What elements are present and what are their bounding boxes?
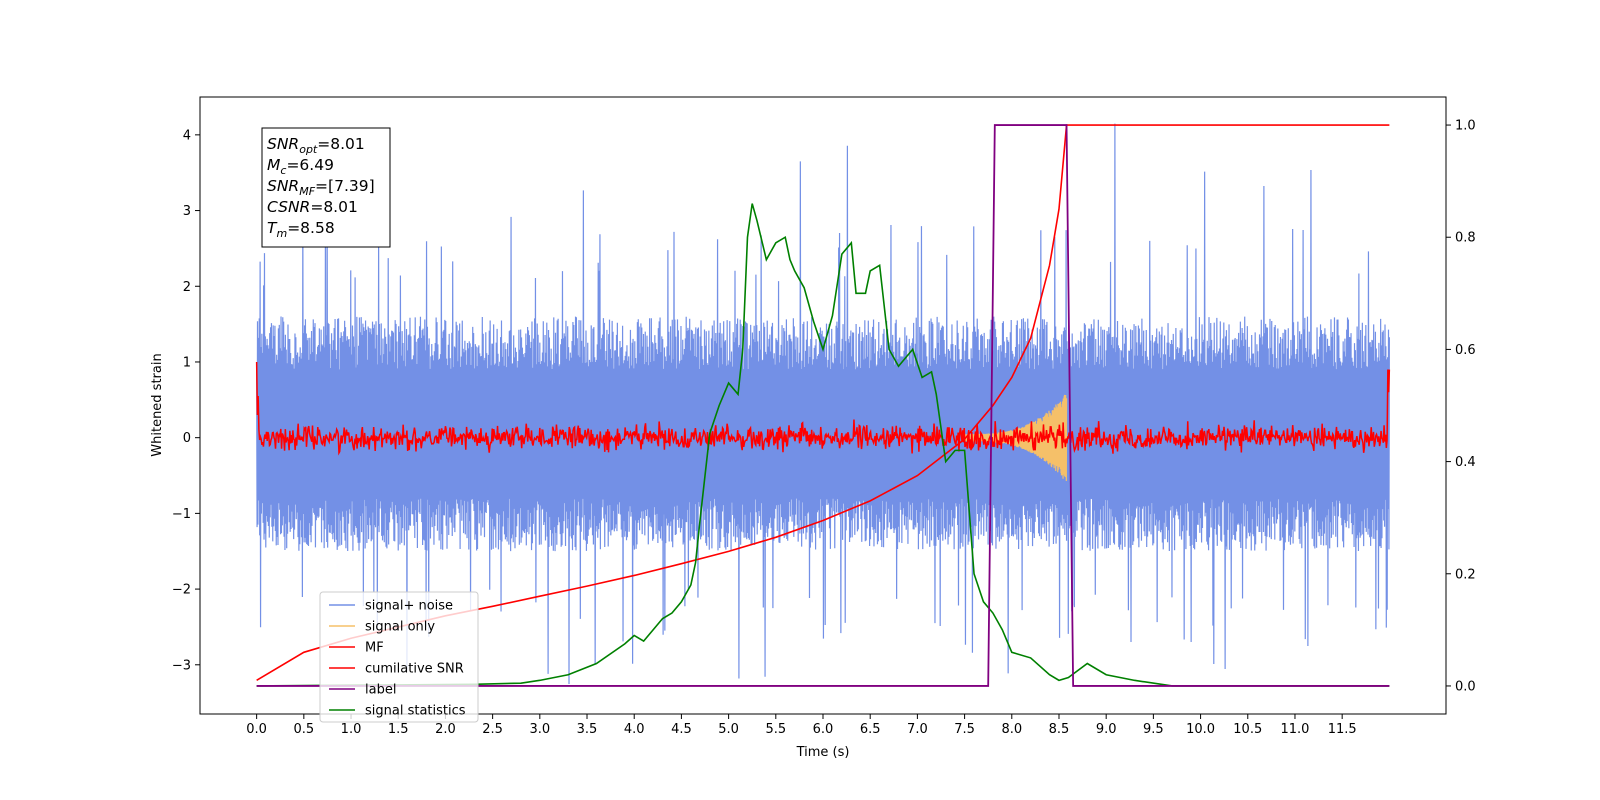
info-box-line: SNRMF=[7.39] [267, 177, 375, 198]
x-tick-label: 11.0 [1280, 722, 1309, 737]
series-label [256, 124, 1390, 687]
y-tick-label: 4 [183, 128, 191, 143]
x-tick-label: 5.0 [718, 722, 739, 737]
x-tick-label: 10.5 [1233, 722, 1262, 737]
legend-entry: cumilative SNR [365, 662, 464, 677]
x-tick-label: 1.0 [341, 722, 362, 737]
y-tick-label: 1 [183, 355, 191, 370]
y-axis: 4 3 2 1 0 −1 −2 −3 [172, 128, 200, 673]
x-tick-label: 9.5 [1143, 722, 1164, 737]
legend-frame [319, 591, 479, 723]
legend-entry: signal statistics [365, 704, 466, 719]
y-tick-label: −1 [172, 507, 191, 522]
x-tick-label: 1.5 [388, 722, 409, 737]
y2-tick-label: 0.4 [1455, 455, 1476, 470]
x-tick-label: 9.0 [1096, 722, 1117, 737]
legend-entry: label [365, 683, 396, 698]
x-tick-label: 4.5 [671, 722, 692, 737]
x-tick-label: 6.5 [860, 722, 881, 737]
info-box-frame [261, 127, 391, 248]
series-signal-noise [256, 123, 1390, 685]
legend-entry: signal+ noise [365, 599, 453, 614]
x-tick-label: 0.0 [246, 722, 267, 737]
info-box-line: CSNR=8.01 [267, 198, 358, 216]
legend-entry: MF [365, 641, 384, 656]
legend: signal+ noise signal only MF cumilative SNR… [319, 591, 479, 723]
info-box-line: Tm=8.58 [267, 219, 335, 240]
y-tick-label: 3 [183, 204, 191, 219]
x-tick-label: 0.5 [293, 722, 314, 737]
x-axis-label: Time (s) [796, 745, 850, 760]
x-tick-label: 8.0 [1001, 722, 1022, 737]
y-axis-label: Whitened strain [150, 353, 165, 456]
x-tick-label: 6.0 [813, 722, 834, 737]
x-tick-label: 2.0 [435, 722, 456, 737]
y2-tick-label: 0.2 [1455, 567, 1476, 582]
y-tick-label: −3 [172, 658, 191, 673]
y-tick-label: 2 [183, 280, 191, 295]
y2-tick-label: 0.6 [1455, 343, 1476, 358]
y-tick-label: −2 [172, 583, 191, 598]
info-box-line: Mc=6.49 [267, 156, 334, 177]
x-tick-label: 2.5 [482, 722, 503, 737]
x-tick-label: 4.0 [624, 722, 645, 737]
x-tick-label: 11.5 [1328, 722, 1357, 737]
series-signal-statistics [256, 203, 1390, 687]
x-tick-label: 10.0 [1186, 722, 1215, 737]
info-box-line: SNRopt=8.01 [267, 135, 365, 156]
x-tick-label: 3.5 [577, 722, 598, 737]
y2-tick-label: 1.0 [1455, 119, 1476, 134]
y2-tick-label: 0.0 [1455, 679, 1476, 694]
x-tick-label: 8.5 [1049, 722, 1070, 737]
x-tick-label: 7.5 [954, 722, 975, 737]
x-axis: 0.0 0.5 1.0 1.5 2.0 2.5 3.0 3.5 4.0 4.5 5.0 5.5 6.0 6… [246, 714, 1357, 737]
x-tick-label: 3.0 [529, 722, 550, 737]
y-tick-label: 0 [183, 431, 191, 446]
series-mf [255, 361, 1391, 456]
x-tick-label: 5.5 [765, 722, 786, 737]
x-tick-label: 7.0 [907, 722, 928, 737]
right-y-axis: 1.0 0.8 0.6 0.4 0.2 0.0 [1446, 119, 1476, 694]
y2-tick-label: 0.8 [1455, 231, 1476, 246]
legend-entry: signal only [365, 620, 435, 635]
